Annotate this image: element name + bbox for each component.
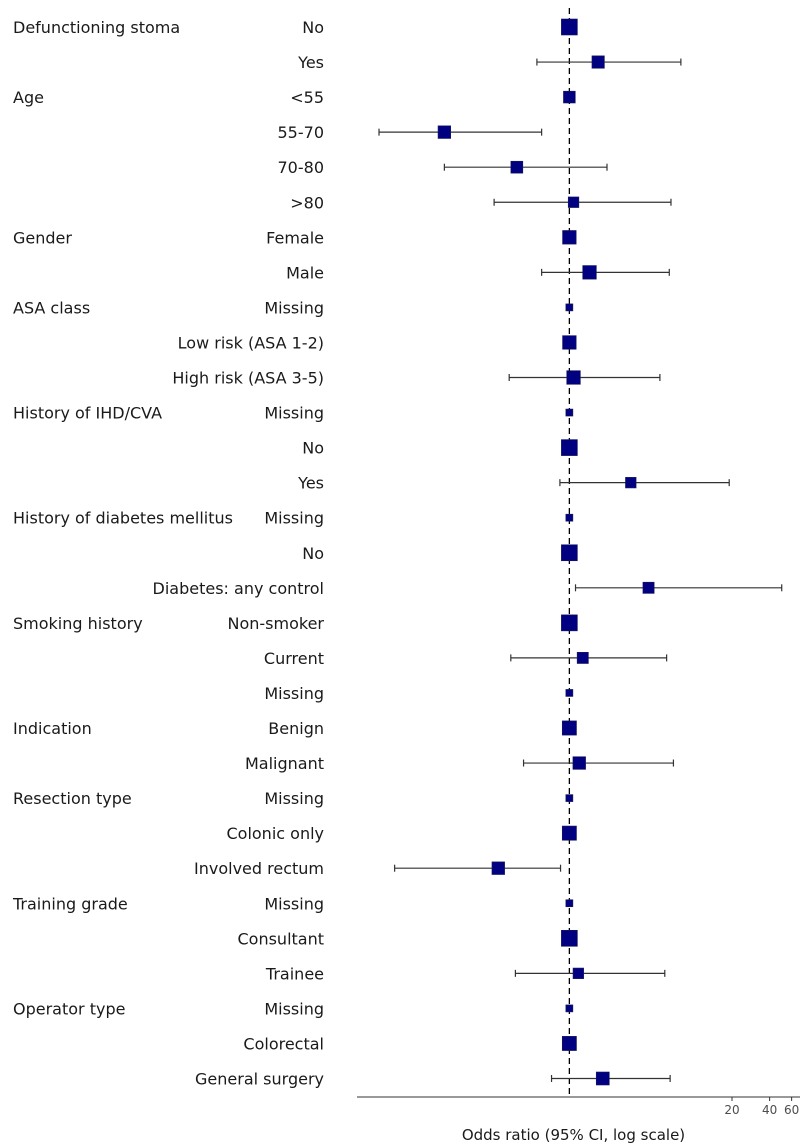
level-label: <55: [290, 88, 324, 107]
point-estimate: [561, 825, 577, 841]
point-estimate: [582, 265, 597, 280]
level-label: 55-70: [278, 123, 325, 142]
point-estimate: [437, 125, 451, 139]
point-estimate: [561, 439, 578, 456]
level-label: Current: [264, 649, 324, 668]
point-estimate: [572, 967, 584, 979]
variable-label: ASA class: [13, 298, 90, 317]
point-estimate: [566, 370, 581, 385]
x-axis: 20 40 60 Odds ratio (95% CI, log scale): [357, 1096, 800, 1144]
level-label: Missing: [264, 894, 324, 913]
level-label: General surgery: [195, 1070, 324, 1089]
level-label: No: [302, 18, 324, 37]
level-label: Missing: [264, 509, 324, 528]
point-estimate: [595, 1071, 610, 1086]
x-axis-title: Odds ratio (95% CI, log scale): [462, 1126, 685, 1144]
point-estimate: [561, 614, 578, 632]
variable-label: Smoking history: [13, 614, 143, 633]
point-estimate: [565, 1004, 574, 1013]
level-label: Consultant: [237, 929, 324, 948]
point-estimate: [642, 581, 655, 594]
point-estimate: [561, 720, 577, 736]
level-label: Malignant: [245, 754, 324, 773]
estimates-group: [378, 18, 783, 1086]
point-estimate: [567, 196, 580, 208]
level-label: Yes: [297, 53, 324, 72]
point-estimate: [572, 756, 586, 770]
x-tick-label: 60: [784, 1103, 799, 1117]
point-estimate: [565, 513, 574, 522]
variable-label: Defunctioning stoma: [13, 18, 180, 37]
level-label: No: [302, 439, 324, 458]
level-label: Missing: [264, 789, 324, 808]
level-label: Male: [286, 263, 324, 282]
point-estimate: [565, 303, 574, 312]
level-label: No: [302, 544, 324, 563]
level-label: Diabetes: any control: [153, 579, 324, 598]
point-estimate: [591, 55, 605, 69]
variable-label: Age: [13, 88, 44, 107]
level-label: Colorectal: [243, 1034, 324, 1053]
variable-label: Indication: [13, 719, 92, 738]
level-label: Missing: [264, 298, 324, 317]
point-estimate: [561, 544, 578, 562]
point-estimate: [565, 689, 574, 697]
point-estimate: [576, 651, 589, 664]
level-label: Female: [266, 228, 324, 247]
point-estimate: [625, 477, 637, 489]
variable-label: Resection type: [13, 789, 132, 808]
point-estimate: [565, 794, 574, 802]
level-label: Missing: [264, 684, 324, 703]
x-axis-ticks: 20 40 60: [724, 1097, 799, 1117]
level-label: High risk (ASA 3-5): [172, 369, 324, 388]
variable-label: Operator type: [13, 999, 125, 1018]
point-estimate: [562, 335, 577, 350]
variable-label: History of diabetes mellitus: [13, 509, 233, 528]
level-label: Colonic only: [226, 824, 324, 843]
point-estimate: [510, 160, 524, 174]
level-label: 70-80: [278, 158, 325, 177]
x-tick-label: 20: [724, 1103, 739, 1117]
level-label: >80: [290, 193, 324, 212]
point-estimate: [562, 230, 577, 245]
variable-label: History of IHD/CVA: [13, 404, 162, 423]
point-estimate: [561, 1036, 577, 1051]
point-estimate: [561, 18, 578, 36]
level-label: Yes: [297, 474, 324, 493]
point-estimate: [565, 408, 574, 417]
variable-label: Gender: [13, 228, 72, 247]
point-estimate: [561, 929, 578, 947]
level-label: Non-smoker: [228, 614, 325, 633]
level-label: Low risk (ASA 1-2): [178, 333, 324, 352]
x-tick-label: 40: [762, 1103, 777, 1117]
variable-label: Training grade: [12, 894, 128, 913]
level-label: Benign: [268, 719, 324, 738]
level-label: Missing: [264, 999, 324, 1018]
point-estimate: [565, 899, 574, 908]
level-label: Involved rectum: [194, 859, 324, 878]
row-labels: Defunctioning stoma No Yes Age <55 55-70 70-80…: [12, 18, 324, 1089]
point-estimate: [563, 90, 576, 104]
level-label: Missing: [264, 404, 324, 423]
level-label: Trainee: [265, 964, 324, 983]
point-estimate: [491, 861, 505, 875]
